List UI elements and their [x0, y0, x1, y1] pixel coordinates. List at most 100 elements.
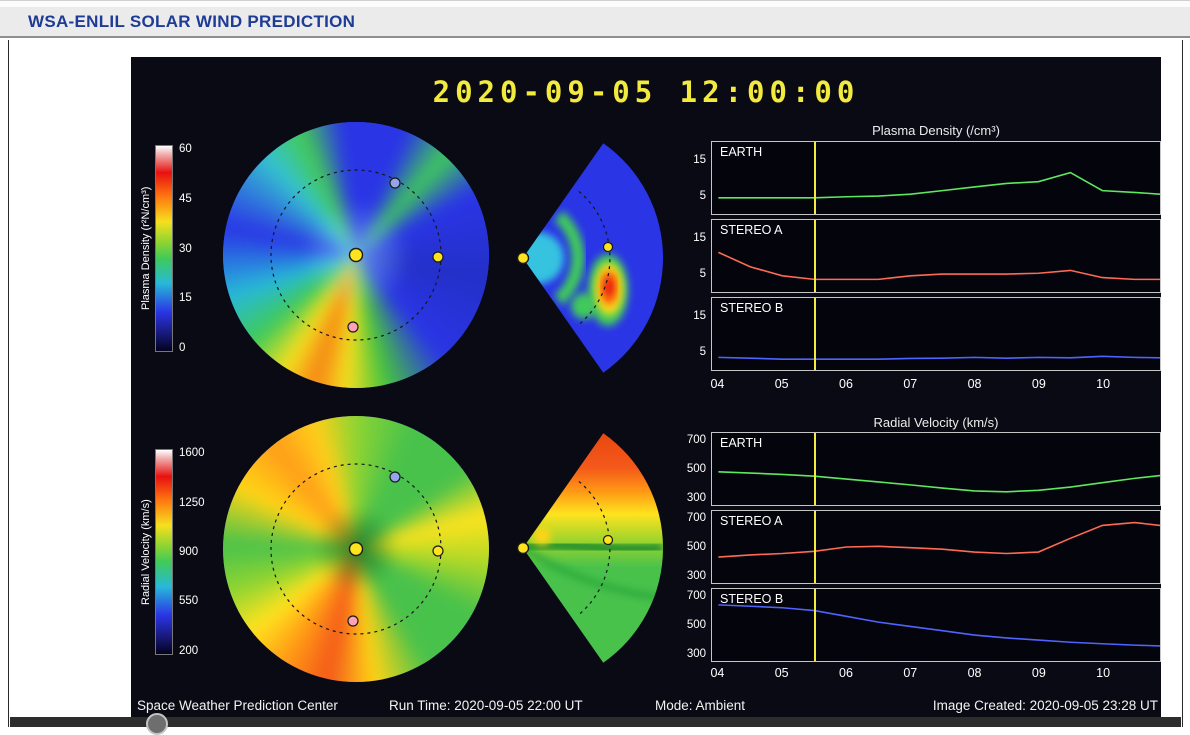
stereo-a-marker — [347, 321, 359, 333]
x-axis-tick: 07 — [903, 377, 918, 391]
sun-marker — [516, 251, 530, 265]
sun-marker — [348, 247, 364, 263]
page-title: WSA-ENLIL SOLAR WIND PREDICTION — [28, 11, 356, 31]
current-time-marker — [814, 298, 817, 370]
velocity-earth-line-chart — [712, 433, 1160, 505]
content-frame: 2020-09-05 12:00:00 Plasma Density (r²N/… — [8, 40, 1183, 735]
y-axis-tick: 700 — [686, 590, 706, 603]
density-earth-line-chart — [712, 142, 1160, 214]
x-axis-tick: 06 — [839, 666, 853, 680]
earth-marker — [432, 545, 444, 557]
enlil-visualization: 2020-09-05 12:00:00 Plasma Density (r²N/… — [131, 57, 1161, 717]
scrubber-handle[interactable] — [146, 713, 168, 735]
density-colorbar: Plasma Density (r²N/cm³) 60 45 30 15 0 — [137, 143, 211, 354]
colorbar-tick: 60 — [179, 143, 192, 156]
earth-marker — [432, 251, 444, 263]
stereo-b-marker — [389, 471, 401, 483]
series-label: STEREO A — [720, 514, 783, 528]
density-stereo-a-line-chart — [712, 220, 1160, 292]
earth-marker — [602, 534, 614, 546]
y-axis-tick: 500 — [686, 541, 706, 553]
velocity-polar-map — [223, 416, 489, 682]
velocity-stereo-a-panel: STEREO A 700 500 300 — [687, 510, 1161, 584]
current-time-marker — [814, 142, 817, 214]
density-stereo-b-line-chart — [712, 298, 1160, 370]
y-axis-tick: 15 — [693, 154, 706, 166]
y-axis-tick: 300 — [686, 569, 706, 582]
velocity-stereo-b-line-chart — [712, 589, 1160, 661]
velocity-ts-title: Radial Velocity (km/s) — [873, 415, 999, 430]
series-label: EARTH — [720, 145, 763, 159]
current-time-marker — [814, 511, 817, 583]
stereo-b-marker — [389, 177, 401, 189]
velocity-stereo-a-line-chart — [712, 511, 1160, 583]
sun-marker — [348, 541, 364, 557]
y-axis-tick: 300 — [686, 647, 706, 660]
series-label: EARTH — [720, 436, 763, 450]
earth-marker — [602, 241, 614, 253]
model-timestamp: 2020-09-05 12:00:00 — [432, 75, 860, 109]
x-axis-tick: 10 — [1096, 666, 1111, 680]
density-colorbar-gradient — [155, 145, 173, 352]
velocity-colorbar-gradient — [155, 449, 173, 655]
stereo-a-marker — [347, 615, 359, 627]
y-axis-tick: 700 — [686, 512, 706, 525]
velocity-earth-panel: EARTH 700 500 300 — [687, 432, 1161, 506]
colorbar-tick: 0 — [179, 341, 186, 354]
footer-image-created: Image Created: 2020-09-05 23:28 UT — [932, 698, 1158, 713]
x-axis-tick: 07 — [903, 666, 918, 680]
series-label: STEREO B — [720, 301, 784, 315]
y-axis-tick: 5 — [699, 346, 706, 358]
x-axis-tick: 08 — [967, 666, 982, 680]
colorbar-tick: 900 — [179, 546, 199, 558]
colorbar-tick: 1250 — [179, 496, 205, 509]
x-axis-tick: 06 — [839, 377, 853, 391]
current-time-marker — [814, 433, 817, 505]
y-axis-tick: 5 — [699, 268, 706, 280]
velocity-colorbar-label: Radial Velocity (km/s) — [140, 499, 152, 605]
viz-footer: Space Weather Prediction Center Run Time… — [131, 698, 1161, 716]
x-axis-tick: 04 — [710, 377, 725, 391]
density-stereo-a-panel: STEREO A 15 5 — [693, 219, 1161, 293]
y-axis-tick: 500 — [686, 463, 706, 475]
x-axis-tick: 09 — [1031, 377, 1046, 391]
density-polar-map — [223, 122, 489, 388]
series-label: STEREO A — [720, 223, 783, 237]
timeline-scrubber-bar[interactable] — [10, 713, 1181, 735]
top-strip — [0, 0, 1190, 8]
x-axis-tick: 04 — [710, 666, 725, 680]
velocity-x-axis: 04 05 06 07 08 09 10 — [710, 666, 1161, 681]
y-axis-tick: 15 — [693, 232, 706, 244]
x-axis-tick: 09 — [1031, 666, 1046, 680]
density-colorbar-ticks: 60 45 30 15 0 — [173, 143, 211, 354]
x-axis-tick: 08 — [967, 377, 982, 391]
colorbar-tick: 15 — [179, 292, 192, 305]
colorbar-tick: 550 — [179, 595, 199, 608]
colorbar-tick: 45 — [179, 192, 192, 205]
y-axis-tick: 300 — [686, 491, 706, 504]
x-axis-tick: 05 — [774, 666, 789, 680]
density-earth-panel: EARTH 15 5 — [693, 141, 1161, 215]
series-label: STEREO B — [720, 592, 784, 606]
density-meridional-map — [516, 143, 664, 373]
colorbar-tick: 30 — [179, 242, 192, 255]
sun-marker — [516, 541, 530, 555]
current-time-marker — [814, 589, 817, 661]
density-wedge-heatmap — [523, 143, 664, 373]
density-colorbar-label: Plasma Density (r²N/cm³) — [140, 186, 152, 311]
velocity-colorbar: Radial Velocity (km/s) 1600 1250 900 550… — [137, 447, 211, 657]
y-axis-tick: 5 — [699, 190, 706, 202]
velocity-stereo-b-panel: STEREO B 700 500 300 — [687, 588, 1161, 662]
velocity-meridional-map — [516, 433, 664, 663]
colorbar-tick: 200 — [179, 644, 199, 657]
footer-source: Space Weather Prediction Center — [137, 698, 338, 713]
y-axis-tick: 500 — [686, 619, 706, 631]
colorbar-tick: 1600 — [179, 447, 205, 460]
density-x-axis: 04 05 06 07 08 09 10 — [710, 377, 1161, 392]
density-ts-title: Plasma Density (/cm³) — [872, 123, 1000, 138]
footer-run-time: Run Time: 2020-09-05 22:00 UT — [389, 698, 583, 713]
velocity-wedge-heatmap — [523, 433, 664, 663]
velocity-colorbar-ticks: 1600 1250 900 550 200 — [173, 447, 211, 657]
velocity-polar-overlay — [270, 463, 444, 635]
footer-mode: Mode: Ambient — [655, 698, 746, 713]
